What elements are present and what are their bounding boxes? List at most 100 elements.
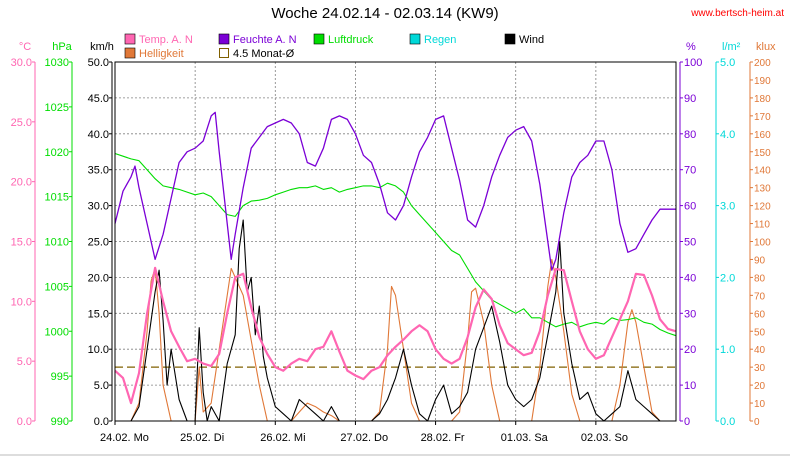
x-tick-label: 01.03. Sa	[501, 432, 549, 444]
axis-tick-label-brightness: 120	[754, 202, 771, 213]
axis-unit-wind: km/h	[90, 41, 114, 53]
legend-label-brightness: Helligkeit	[139, 48, 184, 60]
chart-title: Woche 24.02.14 - 02.03.14 (KW9)	[271, 5, 499, 22]
axis-tick-label-humidity: 20	[684, 344, 696, 356]
axis-tick-label-wind: 5.0	[94, 380, 109, 392]
axis-tick-label-rain: 1.0	[720, 344, 735, 356]
axis-tick-label-pressure: 1010	[45, 237, 69, 249]
axis-tick-label-pressure: 1000	[45, 326, 69, 338]
axis-tick-label-wind: 40.0	[88, 129, 109, 141]
axis-tick-label-pressure: 1025	[45, 102, 69, 114]
axis-tick-label-rain: 4.0	[720, 129, 735, 141]
axis-tick-label-temp: 20.0	[11, 177, 32, 189]
axis-tick-label-brightness: 50	[754, 327, 766, 338]
axis-tick-label-brightness: 30	[754, 363, 766, 374]
axis-tick-label-temp: 25.0	[11, 117, 32, 129]
legend-label-pressure: Luftdruck	[328, 34, 374, 46]
legend-swatch-avg	[219, 48, 229, 58]
series-line-pressure	[114, 152, 677, 337]
axis-tick-label-temp: 5.0	[17, 356, 32, 368]
axis-tick-label-humidity: 50	[684, 237, 696, 249]
axis-tick-label-pressure: 1020	[45, 147, 69, 159]
legend-label-humidity: Feuchte A. N	[233, 34, 297, 46]
legend-label-temp: Temp. A. N	[139, 34, 193, 46]
axis-tick-label-wind: 25.0	[88, 237, 109, 249]
axis-tick-label-humidity: 10	[684, 380, 696, 392]
x-tick-label: 27.02. Do	[340, 432, 388, 444]
axis-tick-label-brightness: 40	[754, 345, 766, 356]
axis-tick-label-wind: 10.0	[88, 344, 109, 356]
legend-swatch-humidity	[218, 33, 230, 45]
plot-frame	[114, 61, 677, 422]
axis-tick-label-wind: 15.0	[88, 308, 109, 320]
axis-tick-label-humidity: 40	[684, 272, 696, 284]
legend-label-rain: Regen	[424, 34, 456, 46]
series-line-wind	[115, 219, 676, 422]
axis-tick-label-pressure: 995	[51, 371, 69, 383]
x-tick-label: 02.03. So	[581, 432, 628, 444]
axis-tick-label-humidity: 70	[684, 165, 696, 177]
x-tick-label: 24.02. Mo	[100, 432, 149, 444]
legend-swatch-wind	[504, 33, 516, 45]
axis-tick-label-humidity: 30	[684, 308, 696, 320]
axis-tick-label-humidity: 100	[684, 57, 702, 69]
axis-tick-label-brightness: 130	[754, 184, 771, 195]
legend-swatch-rain	[409, 33, 421, 45]
axis-tick-label-brightness: 10	[754, 399, 766, 410]
axis-tick-label-pressure: 1015	[45, 192, 69, 204]
axis-tick-label-rain: 0.0	[720, 416, 735, 428]
legend-label-wind: Wind	[519, 34, 544, 46]
axis-tick-label-pressure: 990	[51, 416, 69, 428]
legend-swatch-pressure	[313, 33, 325, 45]
axis-tick-label-brightness: 20	[754, 381, 766, 392]
axis-tick-label-humidity: 80	[684, 129, 696, 141]
axis-tick-label-brightness: 110	[754, 220, 770, 231]
x-tick-label: 26.02. Mi	[260, 432, 305, 444]
series-line-temp	[114, 266, 677, 405]
axis-tick-label-brightness: 200	[754, 58, 771, 69]
legend-swatch-brightness	[124, 47, 136, 59]
axis-tick-label-pressure: 1005	[45, 281, 69, 293]
axis-tick-label-rain: 2.0	[720, 272, 735, 284]
axis-tick-label-brightness: 70	[754, 291, 766, 302]
axis-tick-label-rain: 3.0	[720, 201, 735, 213]
axis-tick-label-humidity: 90	[684, 93, 696, 105]
x-tick-label: 25.02. Di	[180, 432, 224, 444]
series-line-brightness	[115, 258, 676, 422]
axis-tick-label-brightness: 100	[754, 238, 771, 249]
axis-tick-label-wind: 35.0	[88, 165, 109, 177]
axis-tick-label-temp: 0.0	[17, 416, 32, 428]
axis-tick-label-temp: 10.0	[11, 296, 32, 308]
axis-unit-humidity: %	[686, 41, 696, 53]
axis-tick-label-brightness: 0	[754, 417, 760, 428]
axis-tick-label-wind: 30.0	[88, 201, 109, 213]
axis-unit-pressure: hPa	[52, 41, 72, 53]
axis-tick-label-pressure: 1030	[45, 57, 69, 69]
axis-tick-label-brightness: 150	[754, 148, 771, 159]
axis-unit-temp: °C	[19, 41, 31, 53]
axis-tick-label-brightness: 140	[754, 166, 771, 177]
axis-unit-rain: l/m²	[722, 41, 741, 53]
axis-tick-label-brightness: 80	[754, 273, 766, 284]
legend-label-avg: 4.5 Monat-Ø	[233, 48, 295, 60]
series-line-humidity	[114, 111, 676, 271]
axis-tick-label-humidity: 60	[684, 201, 696, 213]
axis-tick-label-brightness: 170	[754, 112, 771, 123]
legend-swatch-temp	[124, 33, 136, 45]
axis-tick-label-wind: 50.0	[88, 57, 109, 69]
axis-tick-label-temp: 15.0	[11, 237, 32, 249]
site-url[interactable]: www.bertsch-heim.at	[691, 8, 784, 19]
axis-tick-label-wind: 45.0	[88, 93, 109, 105]
axis-tick-label-brightness: 190	[754, 76, 771, 87]
axis-tick-label-humidity: 0	[684, 416, 690, 428]
axis-tick-label-temp: 30.0	[11, 57, 32, 69]
axis-tick-label-brightness: 90	[754, 255, 766, 266]
x-tick-label: 28.02. Fr	[421, 432, 465, 444]
axis-tick-label-wind: 0.0	[94, 416, 109, 428]
axis-tick-label-brightness: 60	[754, 309, 766, 320]
axis-tick-label-brightness: 160	[754, 130, 771, 141]
axis-tick-label-wind: 20.0	[88, 272, 109, 284]
axis-tick-label-brightness: 180	[754, 94, 771, 105]
